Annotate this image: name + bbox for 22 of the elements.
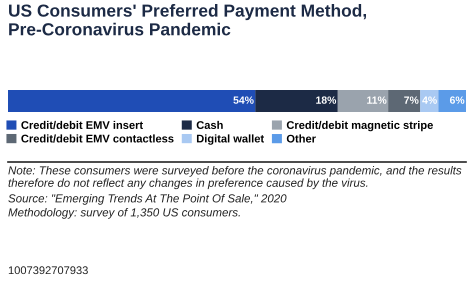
bar — [8, 90, 256, 112]
bar — [338, 90, 388, 112]
data-label: 7% — [404, 96, 419, 104]
legend-label: Credit/debit EMV insert — [21, 120, 143, 130]
legend-label: Credit/debit EMV contactless — [21, 134, 174, 143]
legend-label: Cash — [196, 120, 223, 129]
bar — [388, 90, 420, 112]
text: Methodology: survey of 1,350 US consumers. — [8, 208, 240, 219]
chart-title: US Consumers' Preferred Payment Method, Pre-Coronavirus Pandemic — [9, 4, 366, 36]
text: Note: These consumers were surveyed before the coronavirus pandemic, and the results therefore do not reflect any changes in preference caused by the virus. — [8, 166, 462, 190]
legend-label: Other — [286, 134, 316, 143]
bar — [255, 90, 338, 112]
text: 1007392707933 — [8, 266, 88, 274]
data-label: 6% — [450, 96, 464, 104]
legend-label: Digital wallet — [196, 134, 264, 145]
legend-label: Credit/debit magnetic stripe — [286, 120, 433, 132]
data-label: 18% — [316, 96, 336, 104]
data-label: 4% — [422, 96, 437, 104]
bar — [438, 90, 466, 112]
source-note: Source: "Emerging Trends At The Point Of Sale," 2020 — [8, 194, 286, 205]
data-label: 54% — [233, 96, 254, 104]
data-label: 11% — [367, 96, 386, 104]
